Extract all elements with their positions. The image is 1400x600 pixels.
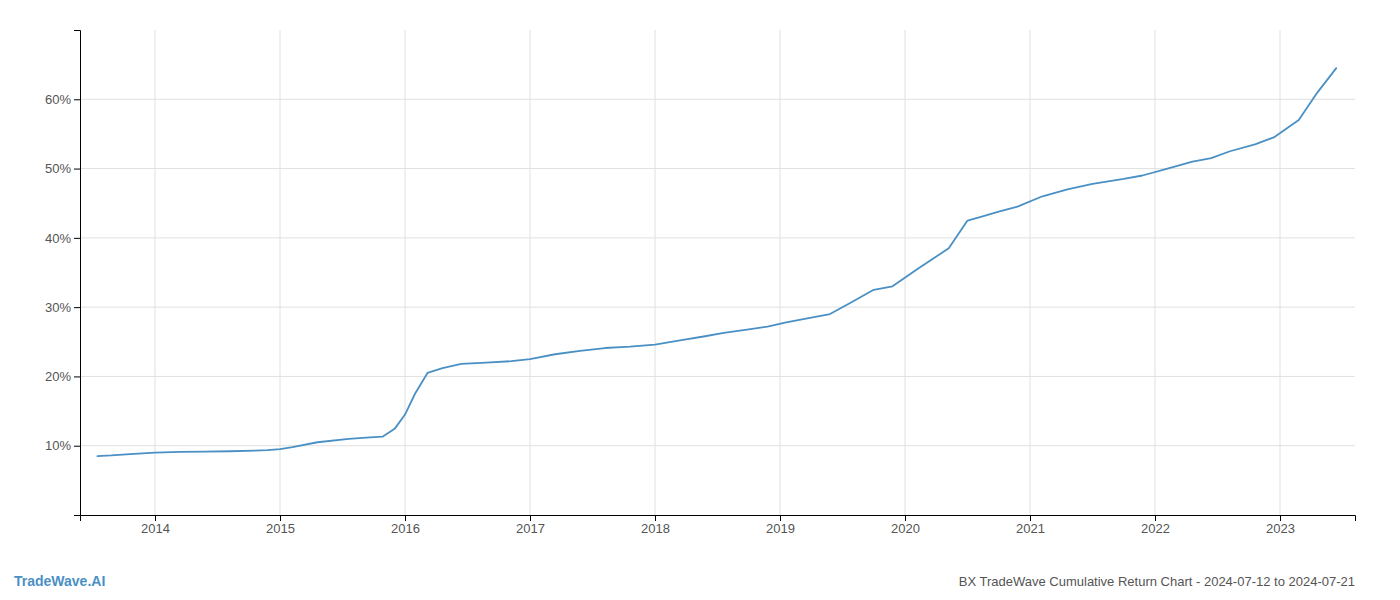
x-tick-mark bbox=[1155, 515, 1156, 521]
x-axis-line bbox=[81, 516, 1356, 522]
grid-line-y bbox=[80, 99, 1355, 100]
grid-line-x bbox=[655, 30, 656, 515]
grid-line-y bbox=[80, 237, 1355, 238]
grid-line-x bbox=[405, 30, 406, 515]
marks bbox=[98, 68, 1337, 456]
grid-line-x bbox=[155, 30, 156, 515]
chart: 2014 2015 2016 2017 2018 2019 2020 2021 2022 2023… bbox=[0, 0, 1400, 600]
y-tick-label: 30% bbox=[45, 300, 71, 315]
y-tick: 40% bbox=[45, 231, 80, 246]
grid-line-x bbox=[780, 30, 781, 515]
x-tick-label: 2021 bbox=[1016, 521, 1045, 536]
grid-line-y bbox=[80, 307, 1355, 308]
grid-line-x bbox=[1280, 30, 1281, 515]
grid-line-x bbox=[1030, 30, 1031, 515]
x-tick-label: 2019 bbox=[766, 521, 795, 536]
x-tick: 2015 bbox=[266, 515, 295, 536]
x-tick: 2020 bbox=[891, 515, 920, 536]
grid-line-x bbox=[905, 30, 906, 515]
x-tick: 2021 bbox=[1016, 515, 1045, 536]
y-tick-label: 60% bbox=[45, 92, 71, 107]
x-tick-label: 2020 bbox=[891, 521, 920, 536]
y-tick-mark bbox=[74, 446, 80, 447]
x-tick-mark bbox=[655, 515, 656, 521]
watermark: TradeWave.AI bbox=[14, 573, 105, 589]
y-tick-label: 10% bbox=[45, 438, 71, 453]
y-tick-label: 20% bbox=[45, 369, 71, 384]
y-tick: 20% bbox=[45, 369, 80, 384]
x-tick-label: 2023 bbox=[1266, 521, 1295, 536]
y-tick: 60% bbox=[45, 92, 80, 107]
x-tick-mark bbox=[155, 515, 156, 521]
line bbox=[98, 68, 1337, 456]
grid-line-y bbox=[80, 445, 1355, 446]
y-axis: 10% 20% 30% 40% 50% 60% bbox=[45, 31, 81, 516]
x-tick-mark bbox=[905, 515, 906, 521]
grid-line-x bbox=[1155, 30, 1156, 515]
y-tick: 30% bbox=[45, 300, 80, 315]
x-tick: 2023 bbox=[1266, 515, 1295, 536]
y-tick-mark bbox=[74, 376, 80, 377]
x-tick-mark bbox=[280, 515, 281, 521]
x-tick: 2014 bbox=[141, 515, 170, 536]
x-tick-label: 2015 bbox=[266, 521, 295, 536]
grid-line-x bbox=[280, 30, 281, 515]
x-tick-mark bbox=[1280, 515, 1281, 521]
x-tick-label: 2016 bbox=[391, 521, 420, 536]
y-tick-label: 40% bbox=[45, 231, 71, 246]
grid-line-x bbox=[530, 30, 531, 515]
y-tick-mark bbox=[74, 99, 80, 100]
x-tick: 2016 bbox=[391, 515, 420, 536]
y-tick: 50% bbox=[45, 161, 80, 176]
x-tick: 2017 bbox=[516, 515, 545, 536]
x-tick: 2019 bbox=[766, 515, 795, 536]
title: BX TradeWave Cumulative Return Chart - 2… bbox=[959, 574, 1355, 589]
x-tick: 2018 bbox=[641, 515, 670, 536]
x-tick-label: 2022 bbox=[1141, 521, 1170, 536]
x-axis: 2014 2015 2016 2017 2018 2019 2020 2021 2022 2023 bbox=[81, 515, 1356, 536]
plot: 2014 2015 2016 2017 2018 2019 2020 2021 2022 2023… bbox=[45, 30, 1356, 536]
x-tick-mark bbox=[405, 515, 406, 521]
y-tick-mark bbox=[74, 169, 80, 170]
y-tick-label: 50% bbox=[45, 161, 71, 176]
x-tick-mark bbox=[530, 515, 531, 521]
y-tick-mark bbox=[74, 307, 80, 308]
x-tick-mark bbox=[1030, 515, 1031, 521]
x-tick-label: 2014 bbox=[141, 521, 170, 536]
y-axis-line bbox=[74, 31, 81, 516]
x-tick-label: 2018 bbox=[641, 521, 670, 536]
y-tick-mark bbox=[74, 238, 80, 239]
grid bbox=[80, 30, 1355, 515]
x-tick: 2022 bbox=[1141, 515, 1170, 536]
x-tick-label: 2017 bbox=[516, 521, 545, 536]
grid-line-y bbox=[80, 376, 1355, 377]
x-tick-mark bbox=[780, 515, 781, 521]
y-tick: 10% bbox=[45, 438, 80, 453]
